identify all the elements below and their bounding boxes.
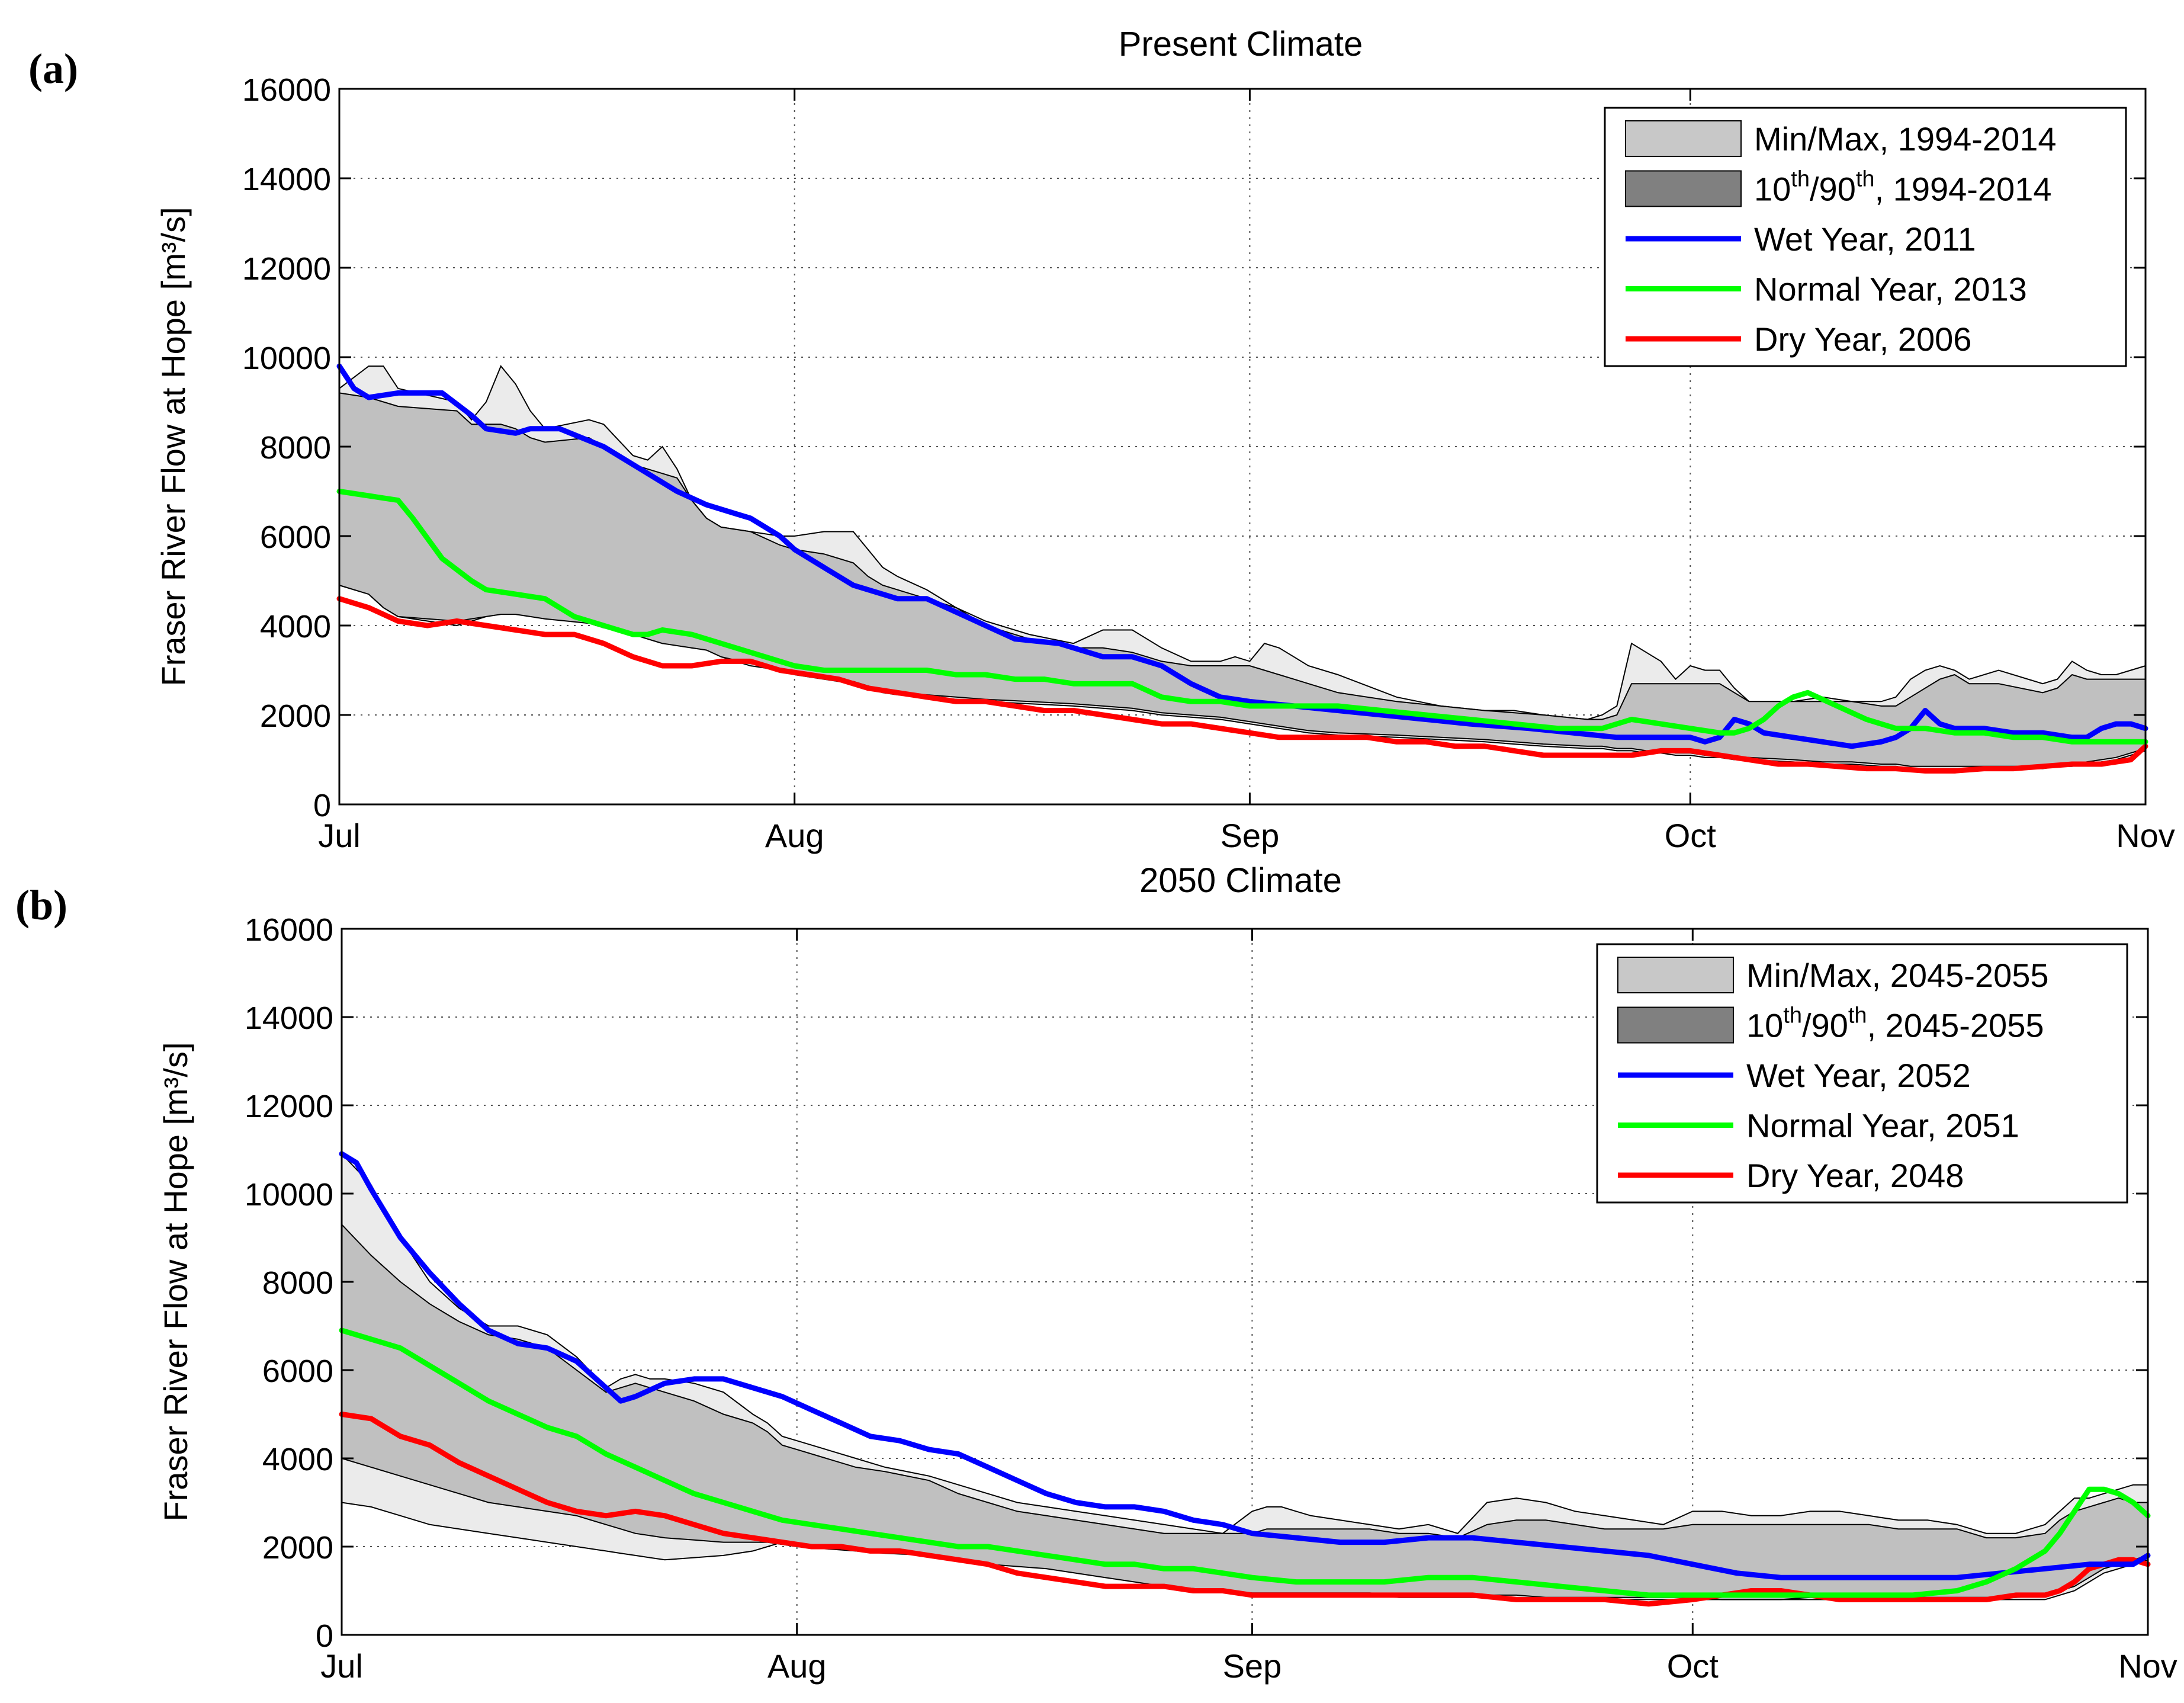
panel-a-legend: Min/Max, 1994-2014 10th/90th, 1994-2014 We… (1604, 107, 2127, 367)
panel-a-x-tick-label: Sep (1221, 817, 1280, 854)
panel-a-y-tick-label: 16000 (242, 72, 331, 108)
panel-a: (a) Present Climate 0 2000 4000 6000 8000 100… (28, 25, 2175, 854)
panel-b-y-tick-label: 12000 (245, 1089, 333, 1124)
panel-b-legend-swatch-min-max (1617, 957, 1734, 993)
panel-a-y-tick-label: 14000 (242, 162, 331, 197)
panel-a-y-tick-label: 6000 (260, 519, 331, 555)
panel-b-y-tick-label: 4000 (262, 1442, 333, 1477)
panel-b-legend-label: Dry Year, 2048 (1746, 1157, 1964, 1194)
panel-b-band-upper-edge (341, 1224, 2148, 1539)
panel-b-legend: Min/Max, 2045-2055 10th/90th, 2045-2055 We… (1596, 943, 2128, 1204)
panel-b-label: (b) (15, 881, 68, 929)
panel-a-y-tick-label: 10000 (242, 341, 331, 376)
panel-a-series-wet-year (336, 363, 2148, 749)
panel-a-y-tick-label: 2000 (260, 698, 331, 734)
panel-a-y-tick-label: 12000 (242, 251, 331, 287)
panel-b-x-tick-label: Jul (320, 1647, 363, 1685)
panel-a-legend-label: Dry Year, 2006 (1754, 320, 1971, 358)
panel-b-band-percentile (342, 1224, 2148, 1600)
panel-a-label: (a) (28, 45, 78, 92)
panel-b-x-tick-label: Nov (2118, 1647, 2177, 1685)
panel-b-title: 2050 Climate (1139, 861, 1342, 900)
panel-b-series-wet-year (339, 1151, 2151, 1580)
panel-b-y-tick-label: 6000 (262, 1354, 333, 1389)
panel-b-y-tick-label: 14000 (245, 1000, 333, 1036)
panel-b-legend-swatch-percentile (1617, 1006, 1734, 1044)
panel-a-ticks: 0 2000 4000 6000 8000 10000 12000 14000 16000 Jul… (242, 72, 2175, 854)
panel-a-legend-swatch-percentile (1625, 170, 1742, 207)
panel-b-series-normal-year (339, 1327, 2151, 1598)
panel-a-y-tick-label: 4000 (260, 609, 331, 644)
panel-b-legend-label: Wet Year, 2052 (1746, 1057, 1971, 1094)
panel-a-y-tick-label: 8000 (260, 430, 331, 466)
panel-b-y-axis-label: Fraser River Flow at Hope [m³/s] (157, 1042, 194, 1521)
panel-a-legend-label: Wet Year, 2011 (1754, 220, 1976, 258)
panel-b-y-tick-label: 10000 (245, 1177, 333, 1213)
panel-a-title: Present Climate (1119, 25, 1363, 63)
panel-b-series (339, 1151, 2151, 1607)
panel-a-x-tick-label: Jul (318, 817, 361, 854)
panel-b-x-tick-label: Oct (1667, 1647, 1719, 1685)
panel-a-legend-swatch-min-max (1625, 120, 1742, 157)
panel-b-legend-label: 10th/90th, 2045-2055 (1746, 1003, 2044, 1044)
panel-b-y-tick-label: 0 (316, 1618, 333, 1654)
panel-b-y-tick-label: 16000 (245, 912, 333, 948)
panel-a-series-normal-year (336, 489, 2148, 745)
panel-a-x-tick-label: Aug (765, 817, 824, 854)
panel-b-y-tick-label: 8000 (262, 1265, 333, 1301)
panel-b-series-dry-year (339, 1412, 2151, 1607)
panel-a-y-axis-label: Fraser River Flow at Hope [m³/s] (155, 207, 192, 686)
panel-a-x-tick-label: Oct (1665, 817, 1717, 854)
panel-a-x-tick-label: Nov (2116, 817, 2175, 854)
panel-a-legend-label: Normal Year, 2013 (1754, 271, 2027, 308)
panel-a-y-tick-label: 0 (313, 788, 331, 823)
panel-b-band-upper-edge (341, 1153, 2148, 1534)
panel-b-x-tick-label: Sep (1223, 1647, 1282, 1685)
panel-b-ticks: 0 2000 4000 6000 8000 10000 12000 14000 16000 Jul… (245, 912, 2177, 1685)
panel-b-legend-label: Normal Year, 2051 (1746, 1107, 2019, 1144)
panel-b: (b) 2050 Climate 0 2000 4000 6000 8000 10000 1… (15, 861, 2177, 1685)
panel-b-x-tick-label: Aug (767, 1647, 827, 1685)
panel-a-legend-label: Min/Max, 1994-2014 (1754, 120, 2057, 158)
panel-a-band-upper-edge (339, 365, 2146, 720)
panel-a-series-dry-year (336, 596, 2148, 774)
panel-b-legend-label: Min/Max, 2045-2055 (1746, 957, 2049, 994)
panel-a-legend-label: 10th/90th, 1994-2014 (1754, 167, 2051, 208)
panel-b-y-tick-label: 2000 (262, 1530, 333, 1566)
panel-a-series (336, 363, 2148, 774)
